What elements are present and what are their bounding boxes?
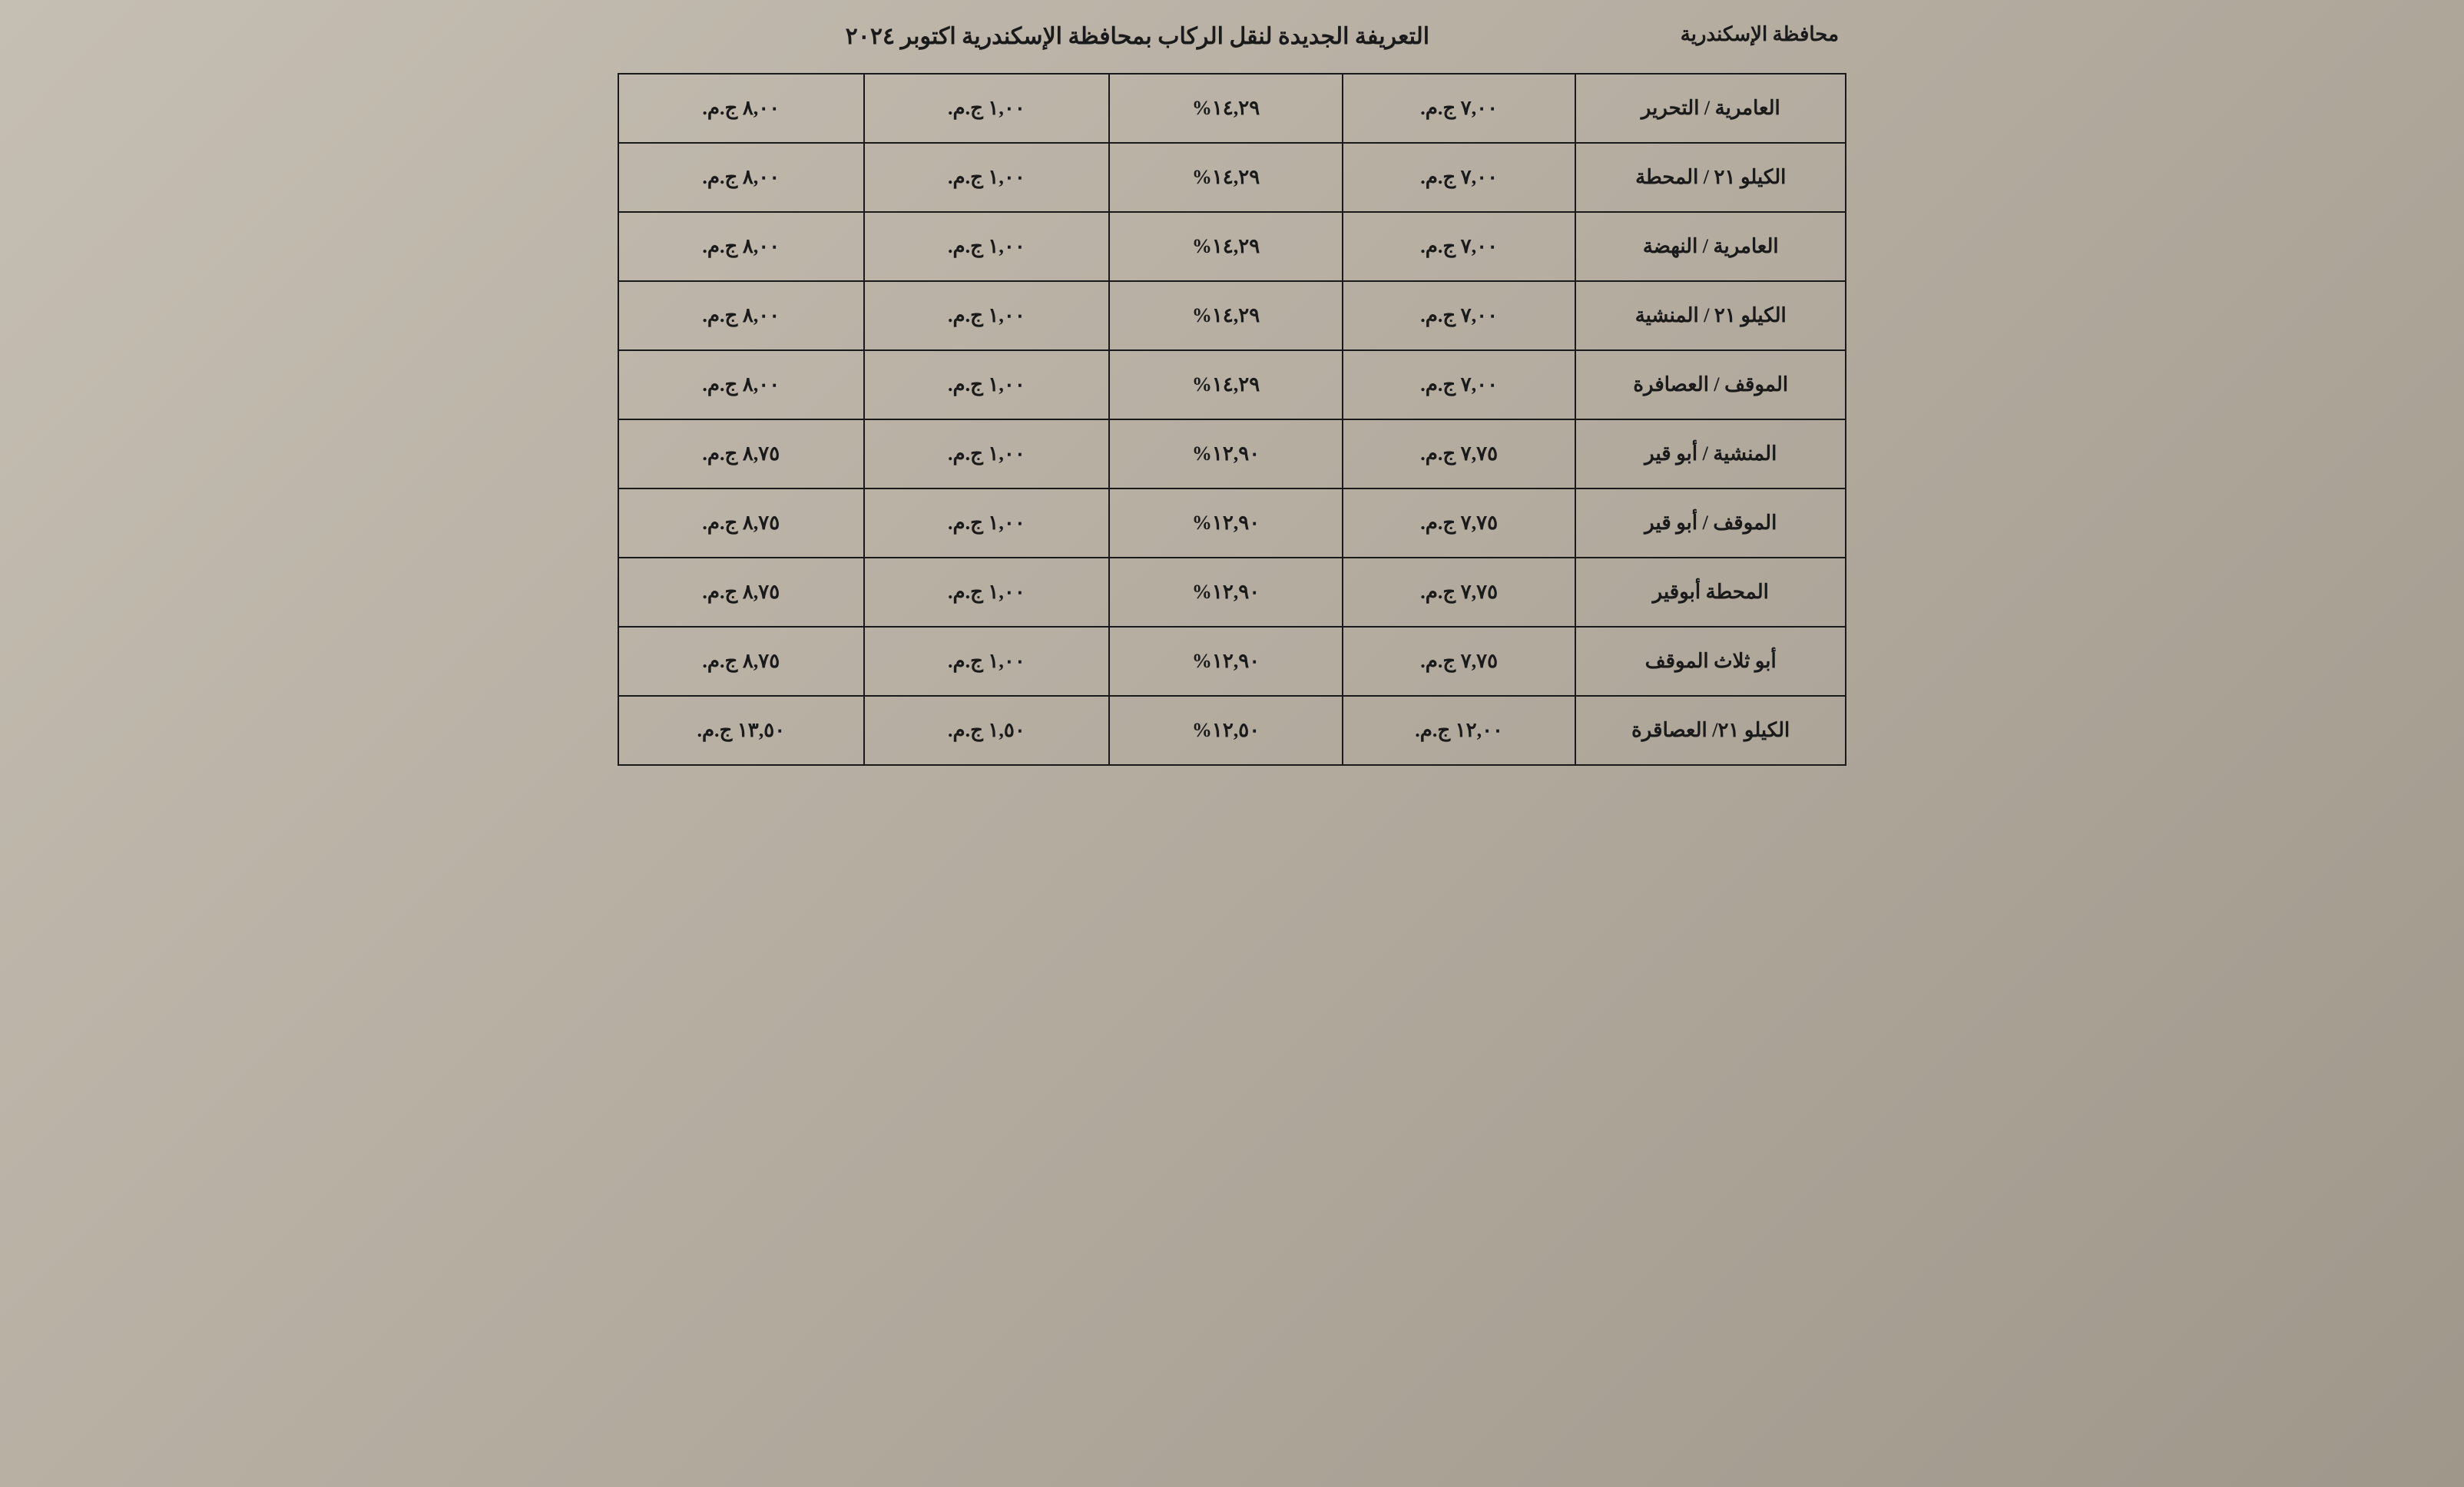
table-row: أبو ثلاث الموقف٧,٧٥ ج.م.١٢,٩٠%١,٠٠ ج.م.٨…	[618, 627, 1846, 696]
percent-cell: ١٤,٢٩%	[1109, 74, 1343, 143]
old-price-cell: ٧,٧٥ ج.م.	[1343, 488, 1576, 558]
new-price-cell: ٨,٠٠ ج.م.	[618, 212, 864, 281]
route-cell: الكيلو ٢١ / المنشية	[1575, 281, 1846, 350]
document-title: التعريفة الجديدة لنقل الركاب بمحافظة الإ…	[625, 23, 1650, 50]
table-row: الكيلو ٢١ / المحطة٧,٠٠ ج.م.١٤,٢٩%١,٠٠ ج.…	[618, 143, 1846, 212]
route-cell: الكيلو ٢١/ العصاقرة	[1575, 696, 1846, 765]
route-cell: الموقف / أبو قير	[1575, 488, 1846, 558]
route-cell: المنشية / أبو قير	[1575, 419, 1846, 488]
percent-cell: ١٢,٩٠%	[1109, 419, 1343, 488]
new-price-cell: ٨,٧٥ ج.م.	[618, 558, 864, 627]
route-cell: العامرية / النهضة	[1575, 212, 1846, 281]
percent-cell: ١٤,٢٩%	[1109, 350, 1343, 419]
old-price-cell: ٧,٠٠ ج.م.	[1343, 143, 1576, 212]
tariff-tbody: العامرية / التحرير٧,٠٠ ج.م.١٤,٢٩%١,٠٠ ج.…	[618, 74, 1846, 765]
new-price-cell: ٨,٠٠ ج.م.	[618, 350, 864, 419]
tariff-table: العامرية / التحرير٧,٠٠ ج.م.١٤,٢٩%١,٠٠ ج.…	[618, 73, 1846, 766]
route-cell: أبو ثلاث الموقف	[1575, 627, 1846, 696]
increase-cell: ١,٠٠ ج.م.	[864, 143, 1110, 212]
percent-cell: ١٢,٩٠%	[1109, 627, 1343, 696]
increase-cell: ١,٠٠ ج.م.	[864, 74, 1110, 143]
old-price-cell: ٧,٠٠ ج.م.	[1343, 350, 1576, 419]
route-cell: الموقف / العصافرة	[1575, 350, 1846, 419]
table-row: العامرية / التحرير٧,٠٠ ج.م.١٤,٢٩%١,٠٠ ج.…	[618, 74, 1846, 143]
table-row: الكيلو ٢١ / المنشية٧,٠٠ ج.م.١٤,٢٩%١,٠٠ ج…	[618, 281, 1846, 350]
new-price-cell: ٨,٠٠ ج.م.	[618, 281, 864, 350]
route-cell: المحطة أبوقير	[1575, 558, 1846, 627]
percent-cell: ١٢,٥٠%	[1109, 696, 1343, 765]
increase-cell: ١,٠٠ ج.م.	[864, 558, 1110, 627]
increase-cell: ١,٠٠ ج.م.	[864, 488, 1110, 558]
old-price-cell: ٧,٧٥ ج.م.	[1343, 419, 1576, 488]
new-price-cell: ٨,٧٥ ج.م.	[618, 419, 864, 488]
old-price-cell: ٧,٠٠ ج.م.	[1343, 281, 1576, 350]
old-price-cell: ٧,٧٥ ج.م.	[1343, 558, 1576, 627]
old-price-cell: ١٢,٠٠ ج.م.	[1343, 696, 1576, 765]
increase-cell: ١,٠٠ ج.م.	[864, 350, 1110, 419]
header-row: محافظة الإسكندرية التعريفة الجديدة لنقل …	[618, 23, 1846, 50]
document-page: محافظة الإسكندرية التعريفة الجديدة لنقل …	[618, 23, 1846, 766]
increase-cell: ١,٠٠ ج.م.	[864, 281, 1110, 350]
table-row: المنشية / أبو قير٧,٧٥ ج.م.١٢,٩٠%١,٠٠ ج.م…	[618, 419, 1846, 488]
table-row: الموقف / العصافرة٧,٠٠ ج.م.١٤,٢٩%١,٠٠ ج.م…	[618, 350, 1846, 419]
new-price-cell: ٨,٠٠ ج.م.	[618, 74, 864, 143]
percent-cell: ١٤,٢٩%	[1109, 143, 1343, 212]
table-row: الكيلو ٢١/ العصاقرة١٢,٠٠ ج.م.١٢,٥٠%١,٥٠ …	[618, 696, 1846, 765]
old-price-cell: ٧,٠٠ ج.م.	[1343, 74, 1576, 143]
route-cell: العامرية / التحرير	[1575, 74, 1846, 143]
table-row: المحطة أبوقير٧,٧٥ ج.م.١٢,٩٠%١,٠٠ ج.م.٨,٧…	[618, 558, 1846, 627]
increase-cell: ١,٠٠ ج.م.	[864, 212, 1110, 281]
increase-cell: ١,٥٠ ج.م.	[864, 696, 1110, 765]
old-price-cell: ٧,٧٥ ج.م.	[1343, 627, 1576, 696]
governorate-label: محافظة الإسكندرية	[1681, 23, 1839, 46]
old-price-cell: ٧,٠٠ ج.م.	[1343, 212, 1576, 281]
percent-cell: ١٤,٢٩%	[1109, 281, 1343, 350]
new-price-cell: ٨,٧٥ ج.م.	[618, 627, 864, 696]
percent-cell: ١٢,٩٠%	[1109, 488, 1343, 558]
percent-cell: ١٢,٩٠%	[1109, 558, 1343, 627]
increase-cell: ١,٠٠ ج.م.	[864, 627, 1110, 696]
route-cell: الكيلو ٢١ / المحطة	[1575, 143, 1846, 212]
increase-cell: ١,٠٠ ج.م.	[864, 419, 1110, 488]
new-price-cell: ١٣,٥٠ ج.م.	[618, 696, 864, 765]
table-row: الموقف / أبو قير٧,٧٥ ج.م.١٢,٩٠%١,٠٠ ج.م.…	[618, 488, 1846, 558]
new-price-cell: ٨,٧٥ ج.م.	[618, 488, 864, 558]
percent-cell: ١٤,٢٩%	[1109, 212, 1343, 281]
table-row: العامرية / النهضة٧,٠٠ ج.م.١٤,٢٩%١,٠٠ ج.م…	[618, 212, 1846, 281]
new-price-cell: ٨,٠٠ ج.م.	[618, 143, 864, 212]
